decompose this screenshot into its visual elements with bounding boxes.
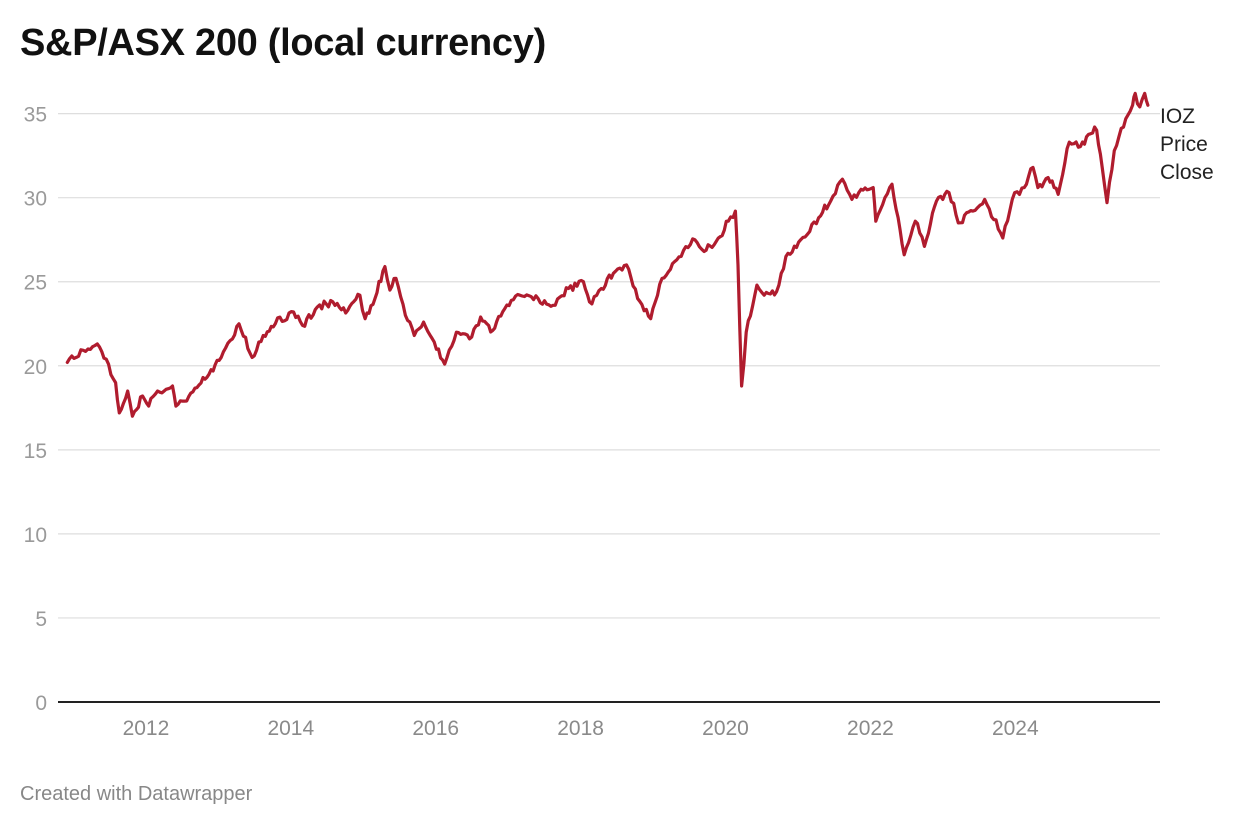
y-tick-label-25: 25	[24, 272, 47, 295]
x-tick-label-2020: 2020	[702, 717, 749, 740]
y-tick-label-0: 0	[35, 692, 47, 715]
x-tick-label-2012: 2012	[123, 717, 170, 740]
y-tick-label-10: 10	[24, 524, 47, 547]
x-tick-label-2014: 2014	[267, 717, 314, 740]
footer-credit: Created with Datawrapper	[20, 783, 253, 805]
series-line-ioz-price-close	[65, 91, 1150, 418]
x-tick-label-2016: 2016	[412, 717, 459, 740]
y-tick-label-5: 5	[35, 608, 47, 631]
y-tick-label-15: 15	[24, 440, 47, 463]
y-tick-label-20: 20	[24, 356, 47, 379]
series-label-ioz-price-close: IOZ Price Close	[1160, 105, 1214, 184]
chart-title: S&P/ASX 200 (local currency)	[20, 22, 546, 64]
gridlines: 0 5 10 15 20 25 30 35	[24, 104, 1160, 715]
x-tick-label-2018: 2018	[557, 717, 604, 740]
series-lines	[65, 91, 1150, 418]
x-tick-label-2022: 2022	[847, 717, 894, 740]
y-tick-label-30: 30	[24, 188, 47, 211]
x-tick-label-2024: 2024	[992, 717, 1039, 740]
x-axis: 2012 2014 2016 2018 2020 2022 2024	[58, 701, 1160, 740]
series-labels: IOZ Price Close	[1160, 105, 1214, 184]
y-tick-label-35: 35	[24, 104, 47, 127]
